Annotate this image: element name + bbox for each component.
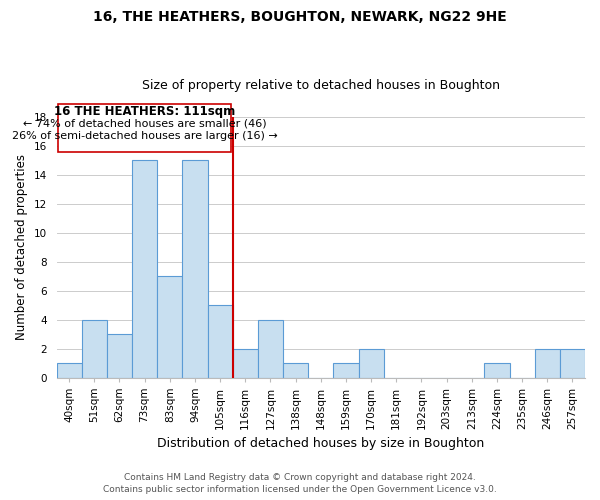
Title: Size of property relative to detached houses in Boughton: Size of property relative to detached ho…: [142, 79, 500, 92]
Bar: [56, 363, 82, 378]
Text: Contains HM Land Registry data © Crown copyright and database right 2024.: Contains HM Land Registry data © Crown c…: [124, 474, 476, 482]
Bar: [258, 320, 283, 378]
Bar: [208, 305, 233, 378]
Text: ← 74% of detached houses are smaller (46): ← 74% of detached houses are smaller (46…: [23, 118, 266, 128]
Text: Contains public sector information licensed under the Open Government Licence v3: Contains public sector information licen…: [103, 485, 497, 494]
Text: 16, THE HEATHERS, BOUGHTON, NEWARK, NG22 9HE: 16, THE HEATHERS, BOUGHTON, NEWARK, NG22…: [93, 10, 507, 24]
Bar: [535, 348, 560, 378]
Bar: [132, 160, 157, 378]
Bar: [233, 348, 258, 378]
Bar: [334, 363, 359, 378]
Y-axis label: Number of detached properties: Number of detached properties: [15, 154, 28, 340]
X-axis label: Distribution of detached houses by size in Boughton: Distribution of detached houses by size …: [157, 437, 484, 450]
Bar: [157, 276, 182, 378]
Bar: [82, 320, 107, 378]
Text: 16 THE HEATHERS: 111sqm: 16 THE HEATHERS: 111sqm: [54, 105, 235, 118]
Text: 26% of semi-detached houses are larger (16) →: 26% of semi-detached houses are larger (…: [12, 130, 277, 140]
Bar: [107, 334, 132, 378]
Bar: [182, 160, 208, 378]
Bar: [484, 363, 509, 378]
FancyBboxPatch shape: [58, 104, 232, 152]
Bar: [359, 348, 383, 378]
Bar: [560, 348, 585, 378]
Bar: [283, 363, 308, 378]
